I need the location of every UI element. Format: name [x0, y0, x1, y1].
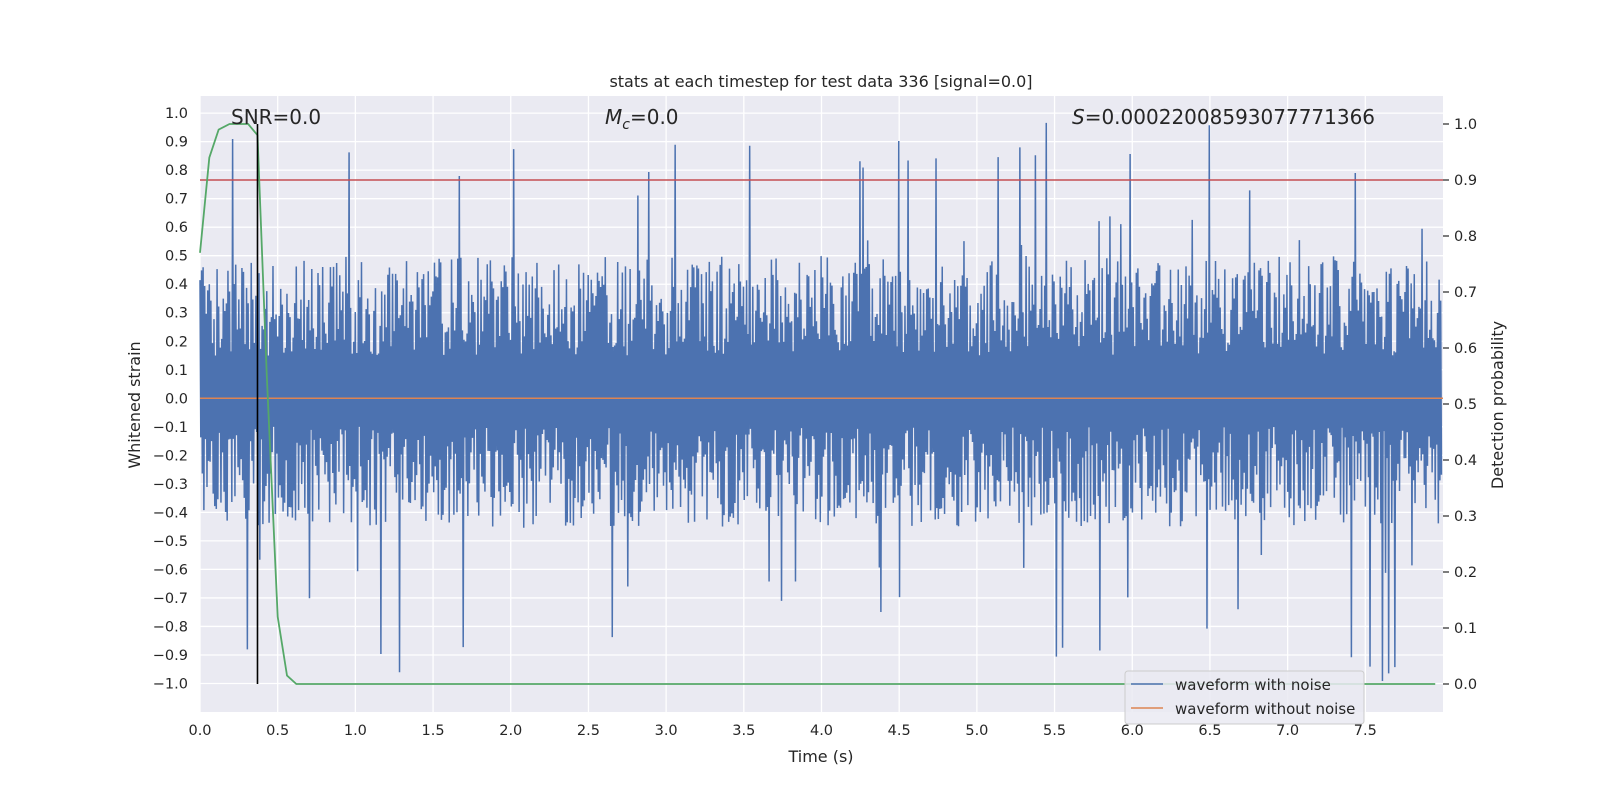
overlay-lines: [199, 123, 1443, 685]
chart-title: stats at each timestep for test data 336…: [609, 72, 1032, 91]
x-axis-ticks: 0.0 0.5 1.0 1.5 2.0 2.5 3.0 3.5 4.0 4.5 5.0 5.5 6.0 6…: [188, 723, 1376, 739]
y-axis-label: Whitened strain: [125, 341, 144, 468]
y-tick-label: −0.9: [153, 648, 188, 664]
y2-tick-label: 0.5: [1454, 397, 1477, 413]
y-tick-label: −0.2: [153, 448, 188, 464]
y-tick-label: −0.5: [153, 534, 188, 550]
y-tick-label: −0.3: [153, 477, 188, 493]
y-tick-label: 0.3: [165, 306, 188, 322]
y2-tick-label: 0.8: [1454, 229, 1477, 245]
x-tick-label: 1.0: [344, 723, 367, 739]
chirp-mass-annotation: Mc=0.0: [605, 105, 679, 133]
y-tick-label: 1.0: [165, 106, 188, 122]
y-tick-label: −0.6: [153, 562, 188, 578]
y-tick-label: 0.1: [165, 363, 188, 379]
x-tick-label: 4.0: [810, 723, 833, 739]
waveform-with-noise-series: [199, 122, 1443, 682]
y2-tick-label: 0.9: [1454, 173, 1477, 189]
x-tick-label: 0.0: [188, 723, 211, 739]
y2-tick-label: 0.7: [1454, 285, 1477, 301]
score-symbol: S: [1072, 105, 1085, 129]
y2-axis-label: Detection probability: [1488, 321, 1507, 489]
x-tick-label: 5.5: [1043, 723, 1066, 739]
y-tick-label: 0.4: [165, 277, 188, 293]
y-tick-label: −0.1: [153, 420, 188, 436]
y-tick-label: 0.6: [165, 220, 188, 236]
x-tick-label: 4.5: [888, 723, 911, 739]
x-tick-label: 1.5: [422, 723, 445, 739]
y2-tick-label: 0.4: [1454, 453, 1477, 469]
y2-tick-label: 0.3: [1454, 509, 1477, 525]
y-tick-label: −1.0: [153, 676, 188, 692]
y-tick-label: 0.9: [165, 135, 188, 151]
y-tick-label: 0.5: [165, 249, 188, 265]
x-tick-label: 6.0: [1121, 723, 1144, 739]
y2-tick-label: 0.0: [1454, 677, 1477, 693]
y-axis-ticks: 1.0 0.9 0.8 0.7 0.6 0.5 0.4 0.3 0.2 0.1 0.0 −0.1 −0.…: [153, 106, 188, 692]
legend: waveform with noise waveform without noi…: [1124, 670, 1365, 725]
waveform-with-noise-line: [199, 122, 1443, 682]
x-tick-label: 5.0: [965, 723, 988, 739]
y-tick-label: −0.4: [153, 505, 188, 521]
y-tick-label: −0.8: [153, 619, 188, 635]
x-tick-label: 7.0: [1276, 723, 1299, 739]
x-tick-label: 2.0: [499, 723, 522, 739]
snr-annotation: SNR=0.0: [231, 105, 321, 129]
y2-tick-label: 0.6: [1454, 341, 1477, 357]
chirp-mass-symbol: M: [605, 105, 622, 129]
x-tick-label: 2.5: [577, 723, 600, 739]
y-tick-label: 0.8: [165, 163, 188, 179]
legend-box: [1124, 670, 1365, 725]
y2-tick-label: 0.2: [1454, 565, 1477, 581]
score-annotation: S=0.00022008593077771366: [1072, 105, 1375, 129]
x-tick-label: 0.5: [266, 723, 289, 739]
y-tick-label: 0.0: [165, 391, 188, 407]
legend-label-clean: waveform without noise: [1175, 700, 1355, 718]
score-value: =0.00022008593077771366: [1085, 105, 1375, 129]
y-tick-label: 0.2: [165, 334, 188, 350]
detection-probability-line: [199, 123, 1436, 685]
chirp-mass-value: =0.0: [630, 105, 679, 129]
legend-label-noise: waveform with noise: [1175, 676, 1331, 694]
y2-tick-label: 1.0: [1454, 117, 1477, 133]
x-axis-label: Time (s): [787, 747, 853, 766]
y-tick-label: 0.7: [165, 192, 188, 208]
x-tick-label: 3.5: [732, 723, 755, 739]
x-tick-label: 6.5: [1198, 723, 1221, 739]
chirp-mass-subscript: c: [622, 117, 630, 133]
x-tick-label: 3.0: [655, 723, 678, 739]
y2-axis-ticks: 1.0 0.9 0.8 0.7 0.6 0.5 0.4 0.3 0.2 0.1 0.0: [1443, 117, 1477, 693]
y2-tick-label: 0.1: [1454, 621, 1477, 637]
x-tick-label: 7.5: [1354, 723, 1377, 739]
y-tick-label: −0.7: [153, 591, 188, 607]
